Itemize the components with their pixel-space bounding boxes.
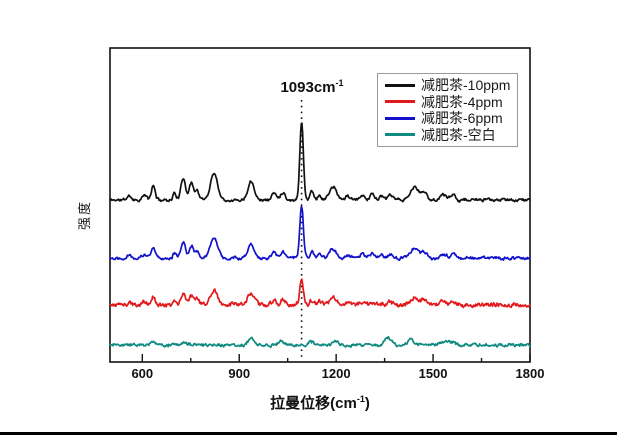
legend-line-sample <box>385 83 415 87</box>
x-axis-label-text: 拉曼位移(cm <box>270 395 357 412</box>
legend: 减肥茶-10ppm 减肥茶-4ppm 减肥茶-6ppm 减肥茶-空白 <box>377 73 518 147</box>
legend-item: 减肥茶-空白 <box>382 127 513 143</box>
legend-line-sample <box>385 133 415 137</box>
spectrum-line <box>109 278 531 309</box>
x-axis-label-superscript: -1 <box>356 394 365 404</box>
x-tick-label: 900 <box>228 366 251 381</box>
legend-item-label: 减肥茶-空白 <box>421 126 496 143</box>
legend-item-label: 减肥茶-4ppm <box>421 93 503 110</box>
plot-frame <box>109 47 531 363</box>
legend-item-label: 减肥茶-10ppm <box>421 77 511 94</box>
legend-line-sample <box>385 116 415 120</box>
spectrum-line <box>109 205 531 261</box>
legend-line-sample <box>385 100 415 104</box>
legend-item: 减肥茶-4ppm <box>382 94 513 110</box>
legend-item: 减肥茶-6ppm <box>382 110 513 126</box>
peak-annotation-text: 1093cm <box>280 79 336 96</box>
legend-item-label: 减肥茶-6ppm <box>421 110 503 127</box>
x-tick-label: 1200 <box>321 366 351 381</box>
page-bottom-rule <box>0 432 617 435</box>
peak-annotation: 1093cm-1 <box>280 78 343 96</box>
x-axis-label: 拉曼位移(cm-1) <box>270 392 370 413</box>
x-tick-label: 600 <box>131 366 154 381</box>
x-tick-label: 1500 <box>418 366 448 381</box>
peak-annotation-superscript: -1 <box>335 78 344 88</box>
legend-item: 减肥茶-10ppm <box>382 77 513 93</box>
spectrum-line <box>109 335 531 349</box>
x-tick-label: 1800 <box>515 366 545 381</box>
y-axis-label: 强度 <box>76 199 92 230</box>
x-axis-label-suffix: ) <box>364 395 370 412</box>
spectrum-line <box>109 122 531 203</box>
